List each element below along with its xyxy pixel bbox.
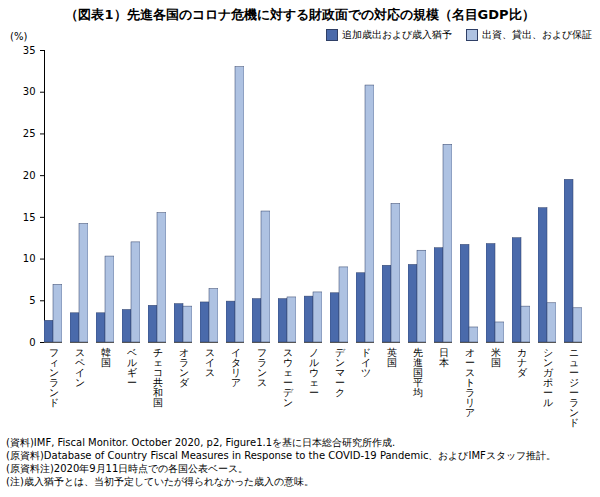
html-text:（図表1）先進各国のコロナ危機に対する財政面での対応の規模（: （図表1）先進各国のコロナ危機に対する財政面での対応の規模（名目GDP比） [65,7,535,22]
svg-text:10: 10 [23,253,36,264]
html-text:(資料)IMF, Fiscal Monitor. Octob: (資料)IMF, Fiscal Monitor. October 2020, p… [6,437,396,448]
svg-text:ニュージーランド: ニュージーランド [569,347,579,428]
svg-text:0: 0 [29,337,35,348]
svg-text:スペイン: スペイン [75,347,85,388]
svg-text:スウェーデン: スウェーデン [283,347,294,408]
svg-text:5: 5 [29,295,35,306]
svg-text:韓国: 韓国 [101,347,111,368]
svg-text:米国: 米国 [491,347,501,368]
svg-text:先進国平均: 先進国平均 [412,347,423,398]
html-text:(注)歳入猶予とは、当初予定していたが得られなかった歳入の意: (注)歳入猶予とは、当初予定していたが得られなかった歳入の意味。 [6,476,314,487]
html-text:(原資料注)2020年9月11日時点での各国公表ベース。: (原資料注)2020年9月11日時点での各国公表ベース。 [6,463,249,474]
svg-text:35: 35 [23,45,36,56]
svg-text:オーストラリア: オーストラリア [465,347,475,418]
html-text:追加歳出および歳入猶予: 追加歳出および歳入猶予 [342,29,452,40]
html-text:(原資料)Database of Country Fisca: (原資料)Database of Country Fiscal Measures… [6,450,556,461]
svg-text:15: 15 [23,212,36,223]
svg-text:シンガポール: シンガポール [543,347,554,408]
svg-text:フィンランド: フィンランド [49,347,59,408]
svg-text:25: 25 [23,128,36,139]
html-text:出資、貸出、および保証: 出資、貸出、および保証 [482,29,592,40]
svg-text:日本: 日本 [439,347,449,368]
svg-text:イタリア: イタリア [231,347,241,388]
svg-text:30: 30 [23,86,36,97]
svg-text:英国: 英国 [387,347,397,368]
svg-text:ベルギー: ベルギー [127,347,137,388]
svg-text:ドイツ: ドイツ [361,347,371,378]
svg-text:オランダ: オランダ [179,347,190,388]
svg-text:20: 20 [23,170,36,181]
svg-text:スイス: スイス [205,347,215,378]
svg-text:デンマーク: デンマーク [335,347,346,398]
svg-text:フランス: フランス [257,347,267,388]
svg-text:ノルウェー: ノルウェー [309,347,319,398]
svg-text:チェコ共和国: チェコ共和国 [153,347,163,408]
svg-text:カナダ: カナダ [517,347,528,378]
